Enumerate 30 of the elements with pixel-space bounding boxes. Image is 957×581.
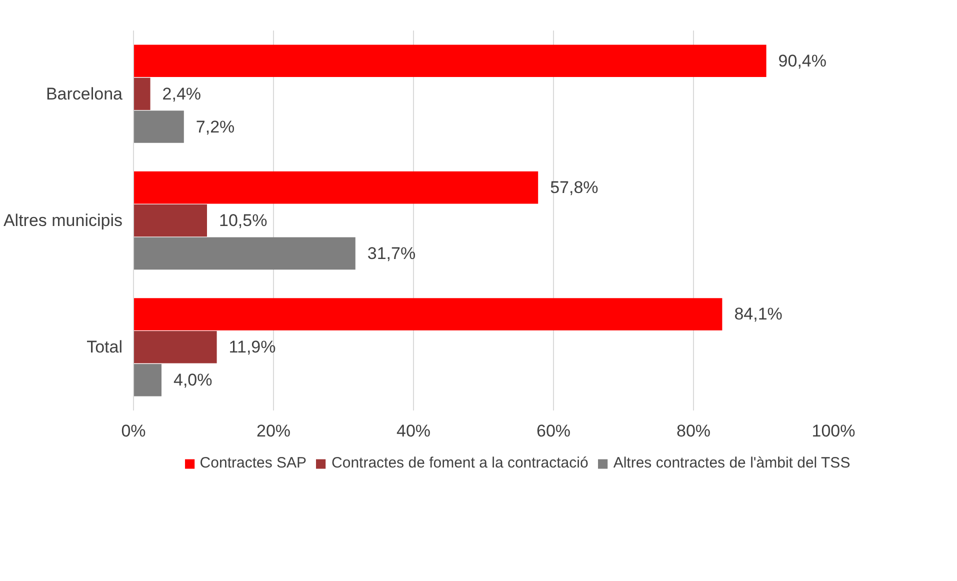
x-tick-label: 0% bbox=[121, 422, 146, 440]
bar bbox=[134, 171, 538, 204]
data-label: 90,4% bbox=[778, 51, 827, 70]
bar bbox=[134, 44, 766, 78]
y-tick-label: Barcelona bbox=[46, 84, 124, 104]
data-label: 84,1% bbox=[734, 304, 782, 324]
data-label: 10,5% bbox=[219, 211, 268, 230]
legend-label: Contractes de foment a la contractació bbox=[332, 454, 588, 472]
bar bbox=[134, 331, 217, 364]
x-tick-label: 20% bbox=[256, 422, 291, 440]
data-label: 4,0% bbox=[174, 370, 212, 390]
legend-label: Contractes SAP bbox=[200, 454, 307, 472]
data-label: 57,8% bbox=[550, 178, 598, 198]
x-tick-label: 100% bbox=[812, 422, 856, 440]
y-tick-label: Altres municipis bbox=[3, 211, 123, 230]
data-label: 2,4% bbox=[162, 84, 202, 104]
bar bbox=[134, 204, 207, 237]
y-tick-label: Total bbox=[86, 338, 123, 357]
bar bbox=[134, 78, 150, 110]
data-label: 7,2% bbox=[196, 117, 235, 136]
x-tick-label: 40% bbox=[396, 422, 431, 440]
bar bbox=[134, 237, 356, 270]
bar bbox=[134, 298, 722, 330]
x-tick-label: 60% bbox=[536, 422, 571, 440]
x-tick-label: 80% bbox=[676, 422, 711, 440]
legend-label: Altres contractes de l'àmbit del TSS bbox=[613, 454, 850, 472]
bar bbox=[134, 110, 184, 143]
bar bbox=[134, 364, 162, 396]
data-label: 31,7% bbox=[367, 244, 416, 263]
data-label: 11,9% bbox=[228, 338, 276, 357]
